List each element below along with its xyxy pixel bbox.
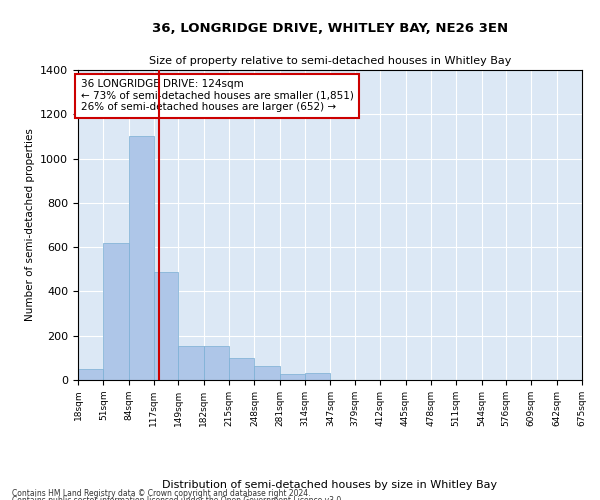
Bar	[78, 369, 103, 380]
Bar	[154, 272, 178, 380]
Text: Contains public sector information licensed under the Open Government Licence v3: Contains public sector information licen…	[12, 496, 344, 500]
Bar	[305, 374, 331, 380]
Bar	[103, 242, 128, 380]
Bar	[178, 346, 204, 380]
Bar	[229, 358, 254, 380]
Bar	[128, 136, 154, 380]
Bar	[204, 346, 229, 380]
Text: Contains HM Land Registry data © Crown copyright and database right 2024.: Contains HM Land Registry data © Crown c…	[12, 488, 311, 498]
Text: 36 LONGRIDGE DRIVE: 124sqm
← 73% of semi-detached houses are smaller (1,851)
26%: 36 LONGRIDGE DRIVE: 124sqm ← 73% of semi…	[80, 80, 353, 112]
Bar	[280, 374, 305, 380]
Bar	[254, 366, 280, 380]
Title: Size of property relative to semi-detached houses in Whitley Bay: Size of property relative to semi-detach…	[149, 56, 511, 66]
Y-axis label: Number of semi-detached properties: Number of semi-detached properties	[25, 128, 35, 322]
Text: Distribution of semi-detached houses by size in Whitley Bay: Distribution of semi-detached houses by …	[163, 480, 497, 490]
Text: 36, LONGRIDGE DRIVE, WHITLEY BAY, NE26 3EN: 36, LONGRIDGE DRIVE, WHITLEY BAY, NE26 3…	[152, 22, 508, 36]
